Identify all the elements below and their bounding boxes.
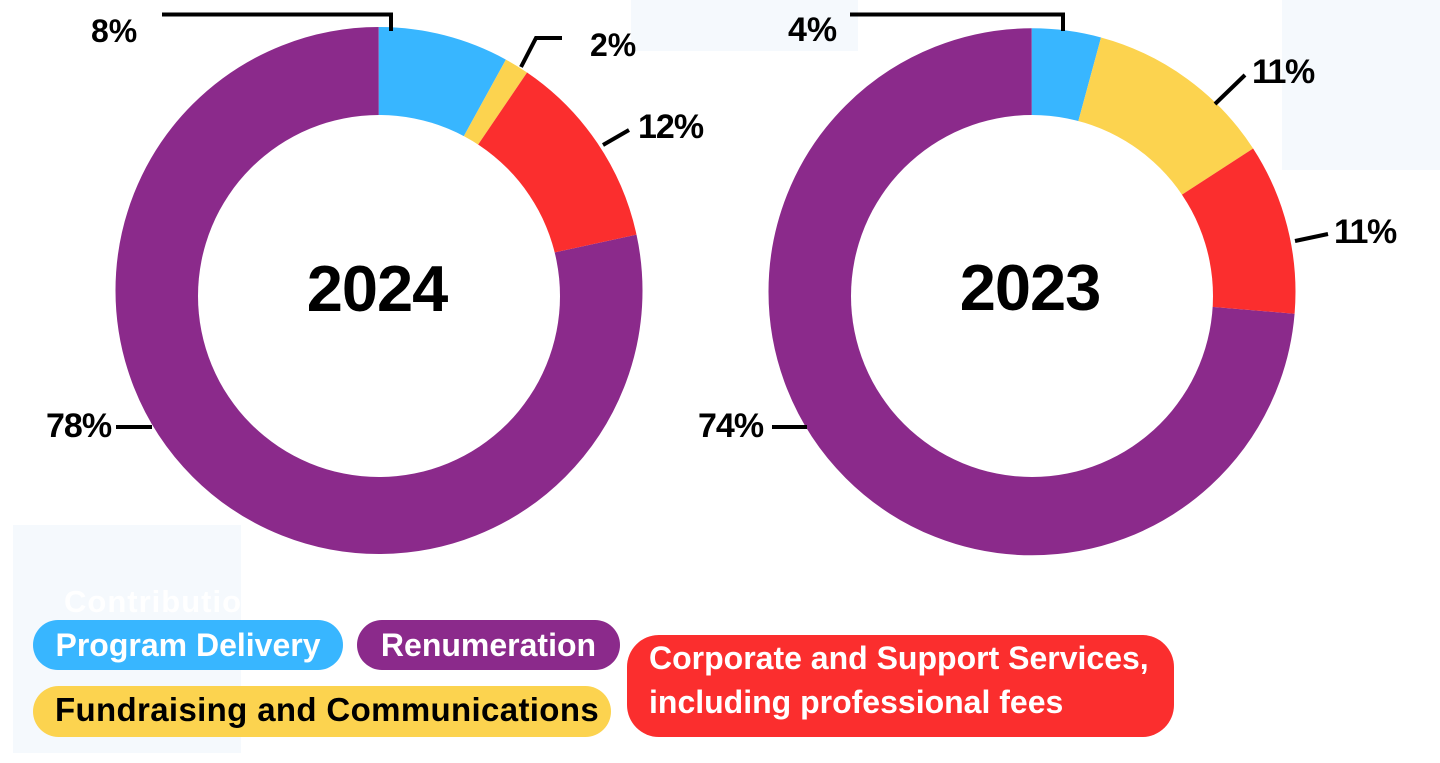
svg-text:11%: 11% — [1252, 53, 1315, 91]
svg-text:11%: 11% — [1334, 213, 1397, 251]
svg-text:2%: 2% — [590, 27, 636, 63]
svg-text:2024: 2024 — [307, 252, 448, 325]
svg-text:74%: 74% — [698, 407, 764, 445]
svg-text:4%: 4% — [788, 11, 837, 49]
svg-text:8%: 8% — [91, 13, 137, 49]
svg-text:78%: 78% — [46, 407, 112, 445]
svg-text:2023: 2023 — [960, 251, 1101, 324]
svg-text:12%: 12% — [638, 108, 704, 146]
